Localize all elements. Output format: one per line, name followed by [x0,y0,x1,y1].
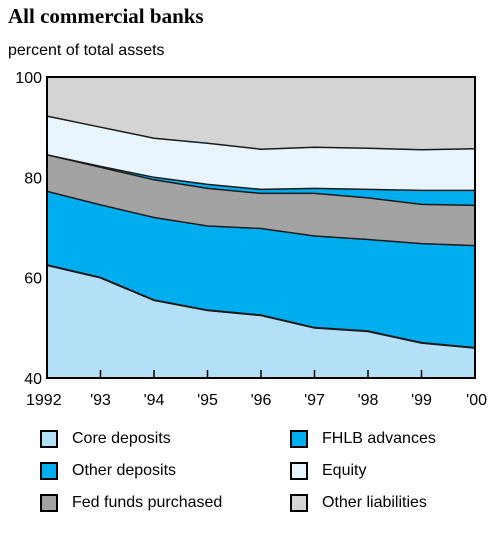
x-tick-label: 1992 [26,392,62,409]
x-tick-label: '99 [411,392,432,409]
y-tick-label: 80 [24,170,42,187]
legend-item-fhlb-advances: FHLB advances [290,428,480,450]
boundary-line-other-deposits [46,190,476,247]
legend-item-other-deposits: Other deposits [40,460,290,482]
x-tick-label: '93 [90,392,111,409]
legend-label: Other deposits [72,462,177,479]
x-tick-label: '97 [304,392,325,409]
legend-swatch [40,462,58,480]
area-equity [47,116,475,191]
y-tick-labels: 40 60 80 100 [15,70,42,388]
legend-label: Core deposits [72,430,171,447]
area-other-deposits [47,191,475,348]
area-fed-funds-purchased [47,154,475,246]
x-tick-label: '95 [197,392,218,409]
legend-swatch [40,494,58,512]
y-axis-label: percent of total assets [8,42,165,59]
legend-label: Other liabilities [322,494,427,511]
boundary-line-equity [46,115,476,151]
y-tick-label: 40 [24,371,42,388]
legend-swatch [40,430,58,448]
area-layers [46,77,476,378]
boundary-line-fhlb-advances [46,154,475,192]
boundary-line-fed-funds-purchased [46,154,476,207]
legend-label: Equity [322,462,367,479]
x-tick-label: '96 [251,392,272,409]
chart-title: All commercial banks [8,4,204,28]
area-other-liabilities [47,77,475,150]
legend: Core deposits FHLB advances Other deposi… [40,428,480,514]
x-tick-labels: 1992 '93 '94 '95 '96 '97 '98 '99 '00 [26,392,487,409]
y-tick-label: 60 [24,271,42,288]
x-tick-label: '00 [466,392,487,409]
legend-swatch [290,494,308,512]
legend-label: FHLB advances [322,430,436,447]
legend-swatch [290,462,308,480]
axis-ticks [99,370,423,378]
x-tick-label: '98 [358,392,379,409]
y-tick-label: 100 [15,70,42,87]
legend-item-fed-funds-purchased: Fed funds purchased [40,492,290,514]
plot-frame [46,76,476,379]
legend-item-other-liabilities: Other liabilities [290,492,480,514]
area-fhlb-advances [47,154,475,206]
legend-label: Fed funds purchased [72,494,223,511]
boundary-line-core-deposits [46,264,476,349]
x-tick-label: '94 [144,392,165,409]
legend-swatch [290,430,308,448]
legend-item-equity: Equity [290,460,480,482]
legend-item-core-deposits: Core deposits [40,428,290,450]
area-core-deposits [47,265,475,378]
